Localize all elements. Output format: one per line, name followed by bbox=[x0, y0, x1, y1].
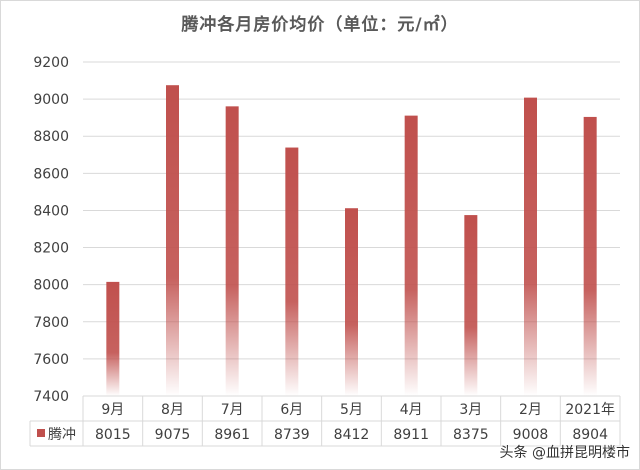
x-tick-label: 9月 bbox=[101, 402, 124, 418]
data-label: 9075 bbox=[155, 427, 191, 443]
legend-swatch bbox=[37, 429, 45, 437]
y-tick-label: 8600 bbox=[33, 166, 69, 182]
data-label: 8961 bbox=[214, 427, 250, 443]
x-tick-label: 6月 bbox=[280, 402, 303, 418]
x-tick-label: 3月 bbox=[459, 402, 482, 418]
y-tick-label: 9000 bbox=[33, 92, 69, 108]
watermark: 头条 @血拼昆明楼市 bbox=[499, 445, 630, 461]
data-label: 8412 bbox=[334, 427, 370, 443]
y-tick-label: 8200 bbox=[33, 241, 69, 257]
legend-label: 腾冲 bbox=[48, 426, 76, 443]
y-tick-label: 7400 bbox=[33, 389, 69, 405]
y-tick-label: 8400 bbox=[33, 203, 69, 219]
x-tick-label: 8月 bbox=[161, 402, 184, 418]
data-label: 9008 bbox=[513, 427, 549, 443]
x-tick-label: 5月 bbox=[340, 402, 363, 418]
bar-7月 bbox=[225, 106, 239, 396]
data-label: 8911 bbox=[393, 427, 429, 443]
data-label: 8904 bbox=[572, 427, 608, 443]
x-tick-label: 7月 bbox=[221, 402, 244, 418]
x-tick-label: 2021年 bbox=[565, 402, 615, 418]
y-tick-label: 8000 bbox=[33, 278, 69, 294]
chart-title: 腾冲各月房价均价（单位：元/㎡） bbox=[181, 15, 459, 35]
bar-2021年 bbox=[583, 116, 597, 397]
y-tick-label: 7600 bbox=[33, 352, 69, 368]
y-tick-label: 9200 bbox=[33, 55, 69, 71]
y-tick-label: 8800 bbox=[33, 129, 69, 145]
x-tick-label: 2月 bbox=[519, 402, 542, 418]
bar-6月 bbox=[285, 147, 299, 396]
data-label: 8739 bbox=[274, 427, 310, 443]
bar-2月 bbox=[524, 97, 537, 397]
y-tick-label: 7800 bbox=[33, 315, 69, 331]
data-label: 8015 bbox=[95, 427, 131, 443]
data-label: 8375 bbox=[453, 427, 489, 443]
bar-9月 bbox=[106, 281, 120, 396]
bar-3月 bbox=[464, 215, 478, 396]
bar-4月 bbox=[404, 115, 418, 397]
bar-8月 bbox=[166, 85, 179, 396]
x-tick-label: 4月 bbox=[400, 402, 423, 418]
bar-5月 bbox=[345, 208, 358, 396]
